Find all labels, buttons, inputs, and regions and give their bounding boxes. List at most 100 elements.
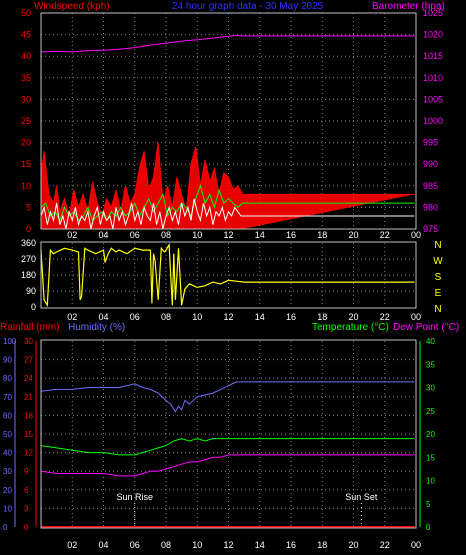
wind-frame xyxy=(40,12,417,230)
baro-tick-label: 1025 xyxy=(423,8,443,18)
x-tick-label: 10 xyxy=(192,540,202,550)
wind-series xyxy=(40,34,415,230)
x-tick-label: 00 xyxy=(411,312,421,322)
temperature-tick-label: 0 xyxy=(426,523,431,532)
temperature-tick-label: 10 xyxy=(426,477,435,486)
sun-event-label: Sun Set xyxy=(345,492,378,502)
x-tick-label: 12 xyxy=(223,540,233,550)
humidity-tick-label: 60 xyxy=(3,411,12,420)
x-tick-label: 20 xyxy=(348,230,358,240)
rain-tick-label: 24 xyxy=(24,374,33,383)
climate-ticks: 0102030405060708090100036912151821242730… xyxy=(3,337,435,550)
temperature-line xyxy=(40,438,415,456)
humidity-tick-label: 0 xyxy=(3,523,8,532)
humidity-tick-label: 20 xyxy=(3,486,12,495)
baro-tick-label: 990 xyxy=(423,159,438,169)
temperature-tick-label: 25 xyxy=(426,407,435,416)
temperature-axis-label: Temperature (°C) xyxy=(312,322,389,333)
baro-tick-label: 980 xyxy=(423,202,438,212)
temperature-tick-label: 40 xyxy=(426,337,435,346)
rain-tick-label: 6 xyxy=(24,486,29,495)
x-tick-label: 02 xyxy=(67,540,77,550)
baro-tick-label: 1010 xyxy=(423,73,443,83)
x-tick-label: 02 xyxy=(67,230,77,240)
x-tick-label: 00 xyxy=(411,230,421,240)
wind-tick-label: 5 xyxy=(26,202,31,212)
wind-gust-line xyxy=(40,142,415,218)
wind-tick-label: 35 xyxy=(21,73,31,83)
wind-tick-label: 30 xyxy=(21,94,31,104)
x-tick-label: 22 xyxy=(380,312,390,322)
x-tick-label: 04 xyxy=(98,312,108,322)
direction-tick-label: 180 xyxy=(21,270,36,280)
baro-tick-label: 1005 xyxy=(423,94,443,104)
compass-label: W xyxy=(433,256,443,267)
baro-tick-label: 995 xyxy=(423,138,438,148)
temperature-tick-label: 15 xyxy=(426,453,435,462)
direction-series xyxy=(40,242,415,308)
x-tick-label: 12 xyxy=(223,230,233,240)
graph-title: 24 hour graph data - 30 May 2025 xyxy=(172,1,324,12)
humidity-line xyxy=(40,381,415,413)
sun-event-label: Sun Rise xyxy=(116,492,153,502)
compass-label: S xyxy=(435,272,442,283)
humidity-tick-label: 40 xyxy=(3,449,12,458)
wind-tick-label: 20 xyxy=(21,138,31,148)
baro-tick-label: 975 xyxy=(423,224,438,234)
humidity-tick-label: 70 xyxy=(3,393,12,402)
direction-tick-label: 90 xyxy=(26,286,36,296)
dewpoint-line xyxy=(40,454,415,477)
rain-humidity-temperature-panel: Rainfall (mm) Humidity (%) Temperature (… xyxy=(0,322,459,550)
climate-series xyxy=(40,381,415,528)
x-tick-label: 18 xyxy=(317,540,327,550)
dewpoint-axis-label: Dew Point (°C) xyxy=(393,322,459,333)
wind-tick-label: 50 xyxy=(21,8,31,18)
temperature-tick-label: 5 xyxy=(426,500,431,509)
wind-tick-label: 15 xyxy=(21,159,31,169)
direction-tick-label: 270 xyxy=(21,254,36,264)
baro-tick-label: 1020 xyxy=(423,30,443,40)
x-tick-label: 10 xyxy=(192,312,202,322)
humidity-tick-label: 80 xyxy=(3,374,12,383)
rainfall-axis-label: Rainfall (mm) xyxy=(0,322,59,333)
compass-label: E xyxy=(435,288,442,299)
x-tick-label: 08 xyxy=(161,230,171,240)
wind-gust-area xyxy=(41,142,415,229)
x-tick-label: 20 xyxy=(348,540,358,550)
barometer-line xyxy=(40,34,415,53)
humidity-tick-label: 100 xyxy=(3,337,17,346)
wind-speed-line xyxy=(40,198,415,230)
x-tick-label: 00 xyxy=(411,540,421,550)
compass-label: N xyxy=(434,304,441,315)
humidity-axis-label: Humidity (%) xyxy=(68,322,125,333)
temperature-tick-label: 35 xyxy=(426,360,435,369)
sun-annotations: Sun Rise Sun Set xyxy=(116,492,378,527)
x-tick-label: 04 xyxy=(98,540,108,550)
wind-ticks: 0510152025303540455097598098599099510001… xyxy=(21,8,443,240)
humidity-tick-label: 90 xyxy=(3,356,12,365)
rain-tick-label: 30 xyxy=(24,337,33,346)
x-tick-label: 06 xyxy=(130,540,140,550)
wind-direction-line xyxy=(40,242,415,308)
x-tick-label: 22 xyxy=(380,540,390,550)
direction-frame xyxy=(40,241,417,309)
x-tick-label: 20 xyxy=(348,312,358,322)
x-tick-label: 12 xyxy=(223,312,233,322)
x-tick-label: 18 xyxy=(317,312,327,322)
barometer-axis-label: Barometer (hpa) xyxy=(372,1,445,12)
baro-tick-label: 1015 xyxy=(423,51,443,61)
temperature-tick-label: 20 xyxy=(426,430,435,439)
baro-tick-label: 1000 xyxy=(423,116,443,126)
x-tick-label: 08 xyxy=(161,312,171,322)
humidity-tick-label: 10 xyxy=(3,504,12,513)
x-tick-label: 06 xyxy=(130,312,140,322)
x-tick-label: 14 xyxy=(255,312,265,322)
direction-tick-label: 0 xyxy=(31,302,36,312)
x-tick-label: 16 xyxy=(286,312,296,322)
x-tick-label: 04 xyxy=(98,230,108,240)
x-tick-label: 08 xyxy=(161,540,171,550)
